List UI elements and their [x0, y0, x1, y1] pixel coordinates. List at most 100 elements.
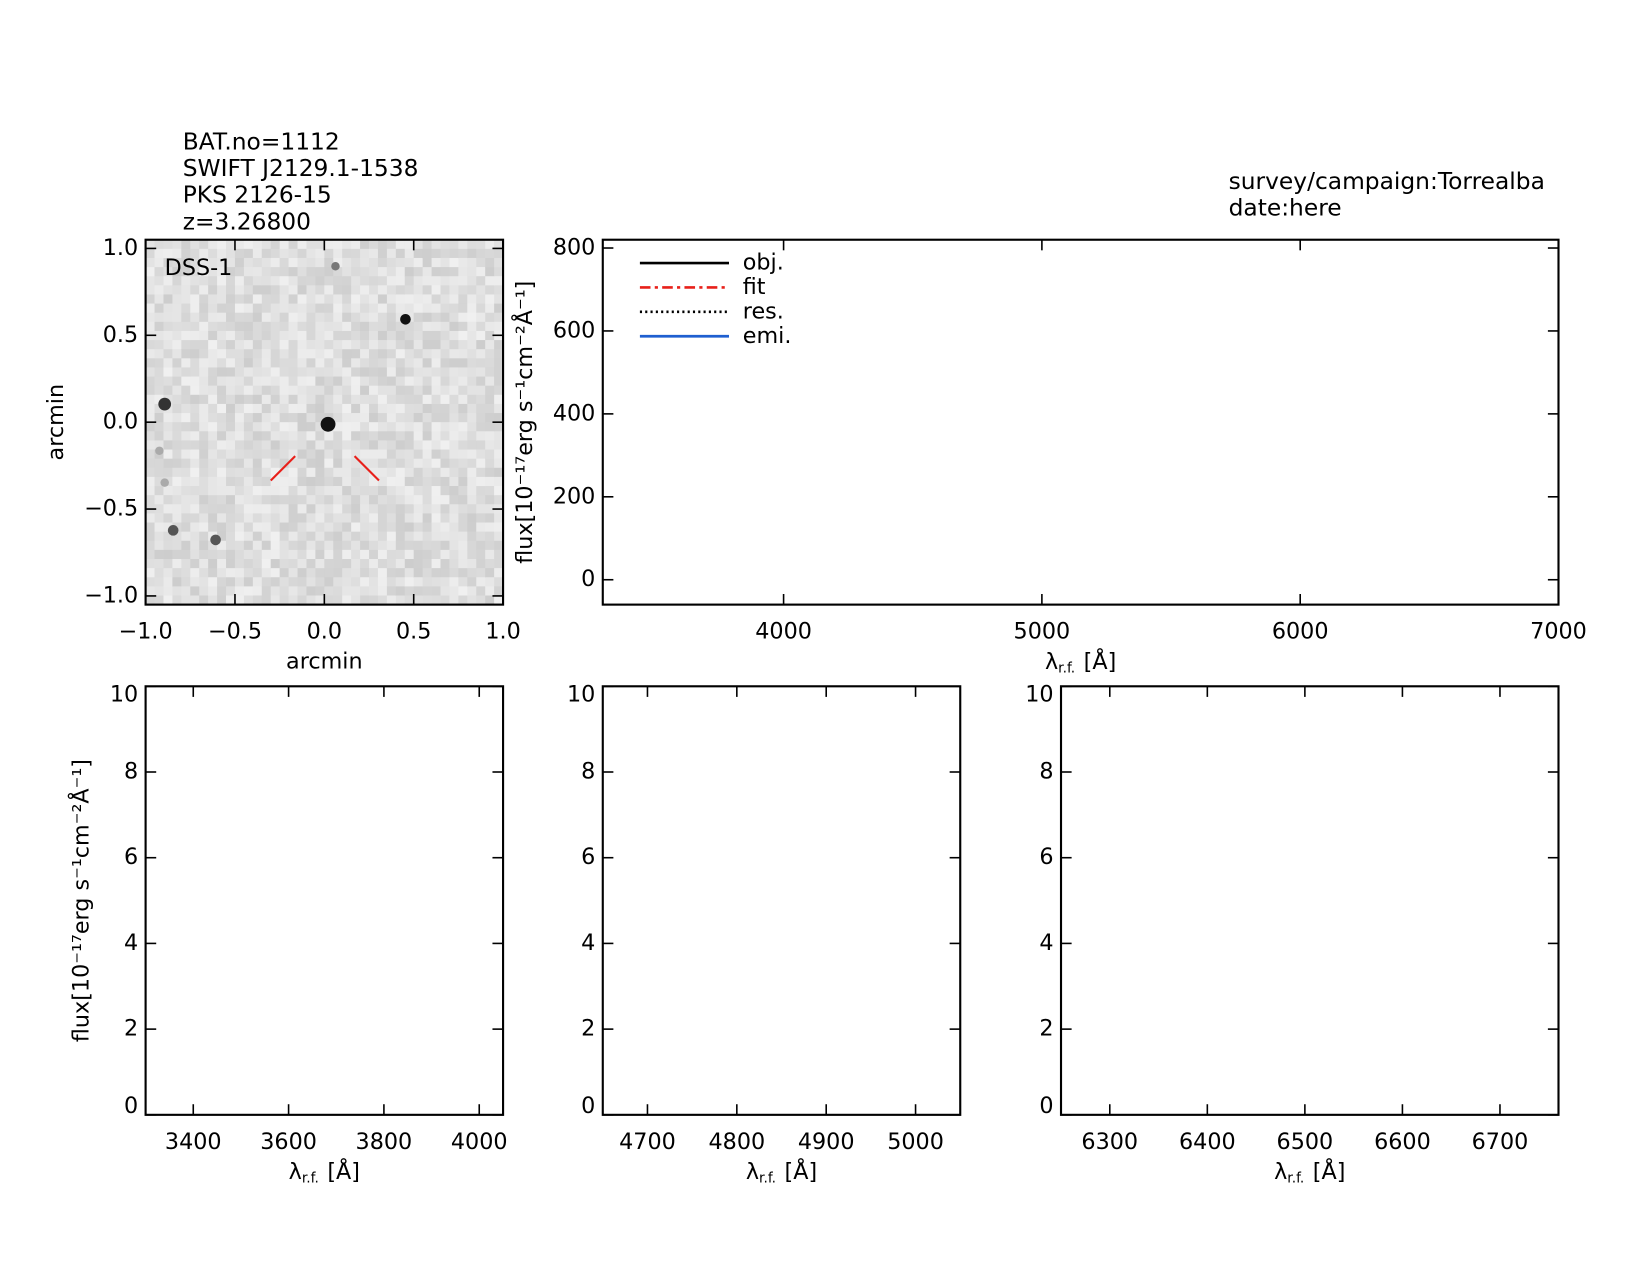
image-pixel [494, 449, 504, 460]
image-pixel [333, 504, 343, 514]
image-pixel [333, 577, 343, 587]
image-pixel [297, 303, 307, 314]
image-pixel [270, 321, 281, 332]
image-pixel [234, 476, 245, 487]
image-pixel [431, 330, 442, 341]
image-pixel [279, 367, 290, 378]
image-pixel [377, 349, 388, 359]
image-pixel [413, 467, 424, 478]
image-pixel [494, 531, 504, 542]
image-pixel [342, 413, 352, 423]
image-pixel [208, 568, 218, 578]
image-pixel [449, 385, 459, 396]
image-pixel [458, 504, 468, 514]
image-pixel [234, 495, 245, 505]
image-pixel [449, 367, 459, 378]
image-pixel [476, 568, 486, 578]
image-pixel [333, 467, 343, 478]
image-pixel [458, 257, 468, 268]
image-pixel [252, 403, 263, 414]
image-pixel [342, 559, 352, 569]
image-pixel [315, 376, 325, 387]
image-pixel [351, 495, 361, 505]
image-pixel [386, 330, 397, 341]
image-pixel [476, 440, 486, 451]
image-pixel [306, 422, 316, 432]
image-pixel [369, 486, 379, 496]
image-pixel [440, 239, 450, 250]
image-pixel [306, 522, 316, 533]
image-pixel [476, 586, 486, 597]
image-pixel [386, 531, 397, 542]
image-pixel [342, 257, 352, 268]
image-pixel [190, 340, 200, 350]
image-pixel [342, 340, 352, 350]
image-pixel [181, 595, 191, 606]
image-pixel [386, 385, 397, 396]
image-pixel [190, 403, 200, 414]
image-pixel [243, 303, 254, 314]
image-pixel [404, 431, 415, 441]
plot-frame [1059, 685, 1560, 1116]
image-pixel [485, 294, 495, 305]
image-pixel [288, 540, 299, 551]
image-pixel [395, 486, 406, 496]
image-pixel [145, 513, 156, 524]
image-pixel [261, 403, 272, 414]
y-tick-label: 2 [1039, 1016, 1053, 1042]
image-pixel [181, 276, 191, 286]
image [145, 239, 504, 606]
image-pixel [476, 476, 486, 487]
image-pixel [279, 540, 290, 551]
image-pixel [494, 595, 504, 606]
image-pixel [351, 312, 361, 323]
image-pixel [163, 340, 173, 350]
image-pixel [172, 549, 182, 560]
image-pixel [476, 303, 486, 314]
image-pixel [270, 367, 281, 378]
x-tick-label: 3600 [260, 1129, 317, 1155]
image-pixel [190, 349, 200, 359]
image-pixel [342, 267, 352, 277]
image-pixel [163, 522, 173, 533]
image-pixel [145, 340, 156, 350]
image-pixel [306, 276, 316, 286]
image-pixel [476, 349, 486, 359]
image-pixel [422, 549, 433, 560]
image-pixel [360, 294, 370, 305]
image-pixel [234, 276, 245, 286]
image-pixel [208, 476, 218, 487]
image-pixel [449, 458, 459, 469]
image-pixel [199, 294, 209, 305]
image-pixel [261, 385, 272, 396]
image-pixel [458, 376, 468, 387]
image-pixel [226, 349, 236, 359]
image-pixel [208, 376, 218, 387]
image-pixel [261, 276, 272, 286]
image-pixel [279, 504, 290, 514]
image-pixel [181, 321, 191, 332]
image-pixel [243, 358, 254, 368]
image-pixel [386, 549, 397, 560]
image-pixel [404, 267, 415, 277]
image-pixel [377, 549, 388, 560]
image-pixel [485, 358, 495, 368]
image-pixel [199, 431, 209, 441]
image-pixel [351, 422, 361, 432]
legend-label: fit [743, 274, 766, 300]
image-pixel [181, 486, 191, 496]
image-pixel [252, 267, 263, 277]
image-pixel [217, 440, 227, 451]
image-pixel [377, 340, 388, 350]
image-pixel [458, 248, 468, 259]
image-pixel [431, 559, 442, 569]
image-pixel [431, 367, 442, 378]
image-pixel [386, 540, 397, 551]
image-pixel [297, 513, 307, 524]
image-pixel [243, 403, 254, 414]
image-pixel [172, 540, 182, 551]
image-pixel [333, 568, 343, 578]
image-pixel [440, 467, 450, 478]
image-pixel [413, 577, 424, 587]
image-pixel [315, 285, 325, 295]
